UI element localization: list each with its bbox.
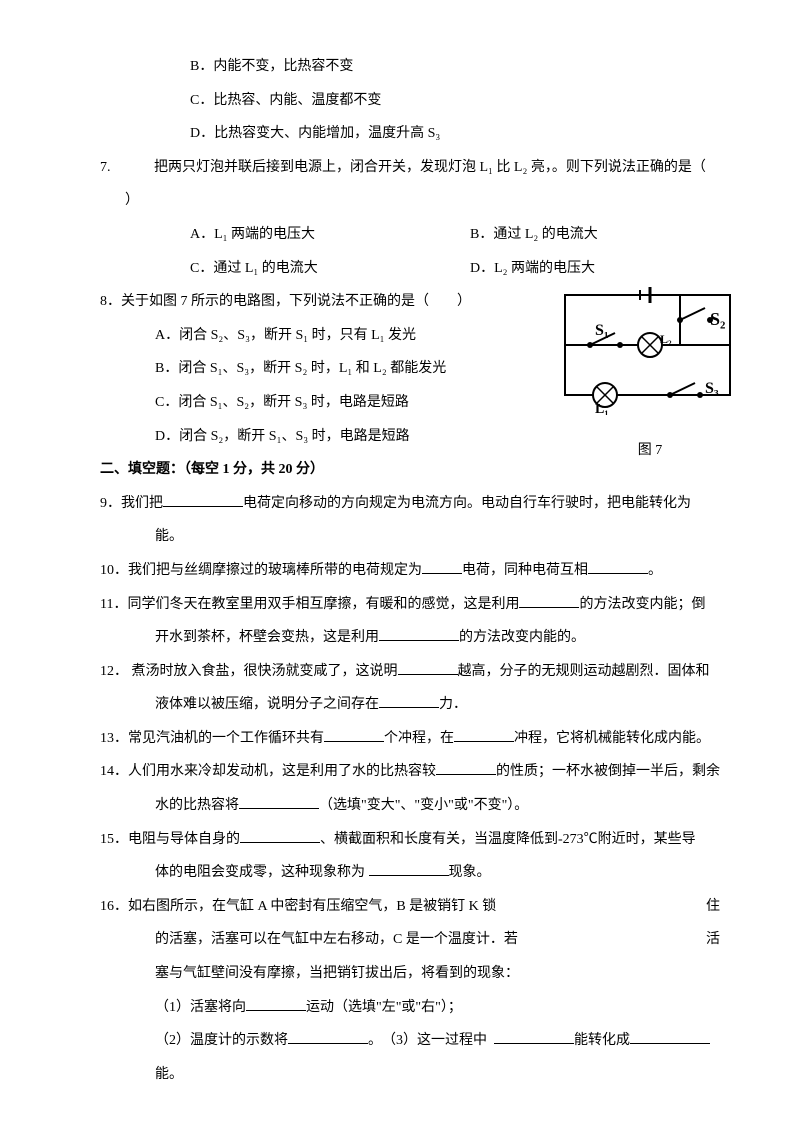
q16-c: 塞与气缸壁间没有摩擦，当把销钉拔出后，将看到的现象： (155, 966, 519, 981)
circuit-caption: 图 7 (560, 434, 740, 468)
q7-option-a: A．L₁ 两端的电压大 (190, 227, 315, 242)
q15-blank2 (369, 859, 449, 876)
q8-option-a: A．闭合 S₂、S₃，断开 S₁ 时，只有 L₁ 发光 (155, 328, 416, 343)
q16-a: 16．如右图所示，在气缸 A 中密封有压缩空气，B 是被销钉 K 锁 (100, 899, 496, 914)
q9-c: 能。 (155, 529, 183, 544)
q16-a2: 住 (706, 890, 720, 924)
q12-b: 越高，分子的无规则运动越剧烈．固体和 (458, 664, 710, 679)
q14-d: （选填"变大"、"变小"或"不变"）。 (319, 798, 528, 813)
q16-g: 。 （3）这一过程中 (368, 1033, 487, 1048)
q16-f: （2）温度计的示数将 (155, 1033, 288, 1048)
q8-option-b: B．闭合 S₁、S₃，断开 S₂ 时，L₁ 和 L₂ 都能发光 (155, 361, 446, 376)
circuit-s2-label: S₂ (710, 309, 725, 329)
q16-blank2 (288, 1027, 368, 1044)
q13-blank2 (454, 725, 514, 742)
q12-blank2 (379, 691, 439, 708)
q6-option-c: C．比热容、内能、温度都不变 (190, 93, 381, 108)
q15-a: 15．电阻与导体自身的 (100, 832, 240, 847)
circuit-s3-label: S₃ (705, 380, 719, 397)
q16-b: 的活塞，活塞可以在气缸中左右移动，C 是一个温度计．若 (155, 923, 518, 957)
q10-a: 10．我们把与丝绸摩擦过的玻璃棒所带的电荷规定为 (100, 563, 422, 578)
q7-stem: 把两只灯泡并联后接到电源上，闭合开关，发现灯泡 L₁ 比 L₂ 亮，。则下列说法… (114, 160, 706, 175)
q16-e: 运动（选填"左"或"右"）； (306, 1000, 462, 1015)
q15-b: 、横截面积和长度有关，当温度降低到-273℃附近时，某些导 (320, 832, 696, 847)
q12-a: 12． 煮汤时放入食盐，很快汤就变咸了，这说明 (100, 664, 398, 679)
q7-option-d: D．L₂ 两端的电压大 (470, 261, 595, 276)
q10-c: 。 (648, 563, 662, 578)
q12-c: 液体难以被压缩，说明分子之间存在 (155, 697, 379, 712)
q14-blank2 (239, 792, 319, 809)
q12-d: 力． (439, 697, 467, 712)
q14-a: 14．人们用水来冷却发动机，这是利用了水的比热容较 (100, 764, 436, 779)
q10-blank2 (588, 557, 648, 574)
q11-b: 的方法改变内能；倒 (579, 597, 705, 612)
q16-h: 能转化成 (574, 1033, 630, 1048)
q11-blank2 (379, 624, 459, 641)
q11-c: 开水到茶杯，杯壁会变热，这是利用 (155, 630, 379, 645)
q9-b: 电荷定向移动的方向规定为电流方向。电动自行车行驶时，把电能转化为 (243, 496, 691, 511)
q15-c: 体的电阻会变成零，这种现象称为 (155, 865, 369, 880)
q16-i: 能。 (155, 1067, 183, 1082)
circuit-s1-label: S₁ (595, 322, 609, 339)
q16-d: （1）活塞将向 (155, 1000, 246, 1015)
q11-d: 的方法改变内能的。 (459, 630, 585, 645)
q8-option-d: D．闭合 S₂，断开 S₁、S₃ 时，电路是短路 (155, 429, 410, 444)
q7-option-c: C．通过 L₁ 的电流大 (190, 261, 318, 276)
q6-option-b: B．内能不变，比热容不变 (190, 59, 353, 74)
q12-blank1 (398, 658, 458, 675)
q8-stem: 8．关于如图 7 所示的电路图，下列说法不正确的是（ ） (100, 294, 471, 309)
q16-b2: 活 (706, 923, 720, 957)
q13-b: 个冲程，在 (384, 731, 454, 746)
q7-paren: ） (125, 193, 139, 208)
q9-blank1 (163, 490, 243, 507)
q7-num: 7. (100, 160, 111, 175)
q14-blank1 (436, 759, 496, 776)
q6-option-d: D．比热容变大、内能增加，温度升高 S₃ (190, 126, 440, 141)
q14-c: 水的比热容将 (155, 798, 239, 813)
q7-option-b: B．通过 L₂ 的电流大 (470, 227, 598, 242)
q8-option-c: C．闭合 S₁、S₂，断开 S₃ 时，电路是短路 (155, 395, 409, 410)
q13-c: 冲程，它将机械能转化成内能。 (514, 731, 710, 746)
q14-b: 的性质；一杯水被倒掉一半后，剩余 (496, 764, 720, 779)
q16-blank3 (494, 1027, 574, 1044)
q13-blank1 (324, 725, 384, 742)
q10-blank1 (422, 557, 462, 574)
q15-d: 现象。 (449, 865, 491, 880)
q10-b: 电荷，同种电荷互相 (462, 563, 588, 578)
q15-blank1 (240, 826, 320, 843)
q16-blank4 (630, 1027, 710, 1044)
circuit-l1-label: L₁ (595, 402, 609, 415)
q9-a: 9．我们把 (100, 496, 163, 511)
q13-a: 13．常见汽油机的一个工作循环共有 (100, 731, 324, 746)
circuit-diagram: S₁ S₂ S₃ L₂ L₁ 图 7 (560, 285, 740, 467)
circuit-l2-label: L₂ (660, 332, 672, 346)
q16-blank1 (246, 994, 306, 1011)
q11-blank1 (519, 591, 579, 608)
q11-a: 11．同学们冬天在教室里用双手相互摩擦，有暖和的感觉，这是利用 (100, 597, 519, 612)
